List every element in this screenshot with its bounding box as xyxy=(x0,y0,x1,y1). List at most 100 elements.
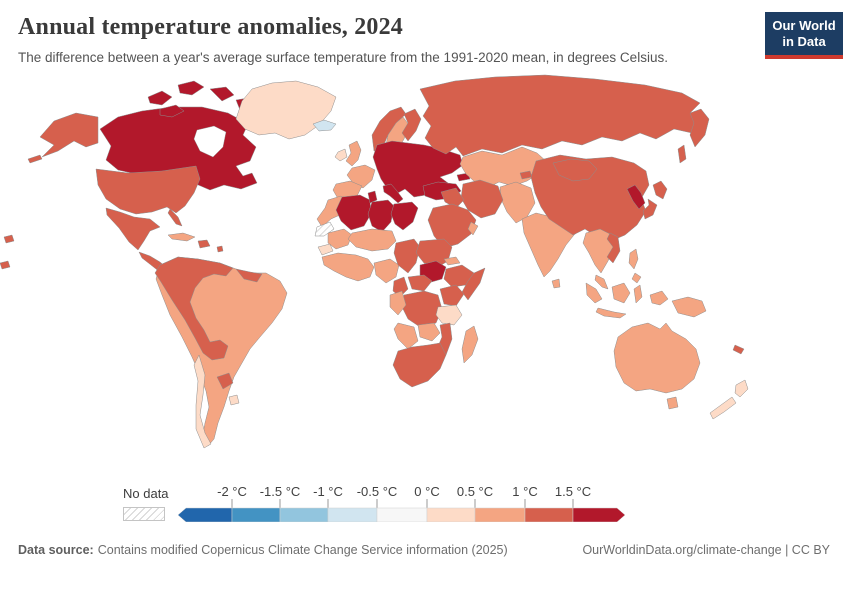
country-greenland[interactable] xyxy=(235,80,337,140)
country-canada-arctic-4[interactable] xyxy=(159,104,185,118)
legend-bin-3[interactable] xyxy=(327,507,378,522)
country-canada-arctic-3[interactable] xyxy=(209,86,235,102)
country-japan-south[interactable] xyxy=(642,198,658,220)
country-west-africa-coast[interactable] xyxy=(321,252,375,282)
country-sulawesi[interactable] xyxy=(633,284,643,304)
country-malaysia[interactable] xyxy=(594,274,609,290)
country-new-zealand-north[interactable] xyxy=(734,379,749,398)
country-papua-new-guinea[interactable] xyxy=(671,296,707,318)
country-west-papua[interactable] xyxy=(649,290,669,306)
country-gabon-congo[interactable] xyxy=(389,290,407,316)
country-sri-lanka[interactable] xyxy=(551,278,561,289)
legend-bin-2[interactable] xyxy=(279,507,329,522)
country-eritrea[interactable] xyxy=(443,256,461,266)
country-ireland[interactable] xyxy=(334,148,348,162)
legend-bin-4[interactable] xyxy=(376,507,428,522)
country-uruguay[interactable] xyxy=(228,394,240,406)
owid-logo[interactable]: Our World in Data xyxy=(765,12,843,59)
country-mexico[interactable] xyxy=(105,207,161,251)
legend-bin-6[interactable] xyxy=(474,507,526,522)
country-iceland[interactable] xyxy=(312,119,337,132)
country-borneo[interactable] xyxy=(611,282,631,304)
country-philippines-south[interactable] xyxy=(631,272,642,284)
country-arabia[interactable] xyxy=(427,203,477,249)
country-new-zealand-south[interactable] xyxy=(709,396,737,420)
country-alaska[interactable] xyxy=(39,112,99,158)
country-norway[interactable] xyxy=(371,106,407,152)
country-tanzania[interactable] xyxy=(435,304,463,326)
country-korea[interactable] xyxy=(626,184,646,210)
country-antilles[interactable] xyxy=(216,245,224,253)
country-new-caledonia[interactable] xyxy=(732,344,745,355)
country-uk[interactable] xyxy=(345,140,362,167)
country-usa[interactable] xyxy=(95,165,201,215)
owid-logo-line1: Our World xyxy=(772,18,836,33)
legend-bin-1[interactable] xyxy=(231,507,281,522)
country-iran[interactable] xyxy=(460,179,504,219)
data-source-label: Data source: xyxy=(18,543,94,557)
country-china[interactable] xyxy=(530,154,650,242)
legend-color-bar xyxy=(178,499,625,522)
country-mali-niger[interactable] xyxy=(347,228,397,252)
country-central-african-republic[interactable] xyxy=(407,274,433,292)
country-hispaniola[interactable] xyxy=(197,239,211,249)
country-japan-north[interactable] xyxy=(652,180,668,200)
legend-bin-8[interactable] xyxy=(572,507,625,522)
country-libya[interactable] xyxy=(367,199,395,233)
country-philippines-north[interactable] xyxy=(628,248,639,270)
legend-bin-7[interactable] xyxy=(524,507,574,522)
country-mongolia[interactable] xyxy=(552,158,598,182)
country-sudan[interactable] xyxy=(415,238,453,268)
legend-tick-label-2: -1 °C xyxy=(313,484,343,499)
country-russia[interactable] xyxy=(419,74,701,157)
country-angola[interactable] xyxy=(393,322,419,350)
chart-subtitle: The difference between a year's average … xyxy=(18,50,668,65)
no-data-swatch[interactable] xyxy=(123,507,165,521)
country-nigeria[interactable] xyxy=(373,258,400,284)
country-chile[interactable] xyxy=(193,354,212,449)
country-paraguay[interactable] xyxy=(216,372,234,390)
country-uganda-kenya[interactable] xyxy=(439,284,465,307)
country-usa-florida[interactable] xyxy=(167,208,183,227)
country-vietnam[interactable] xyxy=(606,232,621,264)
country-hawaii[interactable] xyxy=(3,234,15,244)
chart-header: Annual temperature anomalies, 2024 The d… xyxy=(0,0,850,65)
data-source: Data source: Contains modified Copernicus… xyxy=(18,543,508,557)
country-madagascar[interactable] xyxy=(461,325,479,364)
country-drc[interactable] xyxy=(401,290,443,328)
country-canada-arctic-1[interactable] xyxy=(147,90,173,106)
country-italy[interactable] xyxy=(382,183,404,204)
country-mainland-se-asia[interactable] xyxy=(582,228,615,274)
country-java[interactable] xyxy=(595,307,627,319)
country-pacific-speck[interactable] xyxy=(0,260,11,270)
country-tasmania[interactable] xyxy=(666,396,679,410)
country-sumatra[interactable] xyxy=(585,282,603,304)
country-chad[interactable] xyxy=(393,238,421,274)
country-oman[interactable] xyxy=(467,221,479,236)
license-link[interactable]: OurWorldinData.org/climate-change | CC B… xyxy=(582,543,830,557)
country-australia[interactable] xyxy=(613,322,701,394)
country-mauritania[interactable] xyxy=(327,228,353,250)
country-kamchatka[interactable] xyxy=(689,108,710,148)
country-algeria[interactable] xyxy=(335,194,372,231)
country-cameroon[interactable] xyxy=(392,276,409,298)
data-source-text: Contains modified Copernicus Climate Cha… xyxy=(97,543,508,557)
country-egypt[interactable] xyxy=(390,201,419,231)
country-sakhalin[interactable] xyxy=(677,144,687,164)
legend-tick-label-1: -1.5 °C xyxy=(259,484,301,499)
country-zambia[interactable] xyxy=(417,322,441,342)
country-finland[interactable] xyxy=(401,108,422,142)
country-southern-africa[interactable] xyxy=(392,342,447,388)
country-andes-band[interactable] xyxy=(154,256,234,361)
country-somalia[interactable] xyxy=(461,267,486,301)
legend-bin-5[interactable] xyxy=(426,507,476,522)
country-levant-iraq[interactable] xyxy=(440,187,465,209)
country-cuba[interactable] xyxy=(167,232,196,242)
country-tunisia[interactable] xyxy=(367,190,378,204)
legend-bin-0[interactable] xyxy=(178,507,233,522)
country-aleutians[interactable] xyxy=(27,154,43,164)
country-france[interactable] xyxy=(346,164,376,189)
country-senegal[interactable] xyxy=(317,243,334,256)
country-canada-arctic-2[interactable] xyxy=(177,80,205,96)
country-guyanas[interactable] xyxy=(235,268,263,283)
